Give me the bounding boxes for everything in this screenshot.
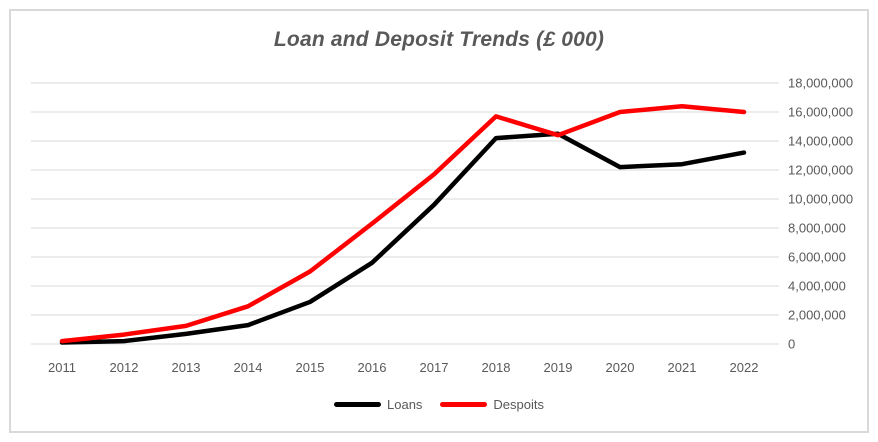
y-axis-label: 6,000,000 — [788, 250, 846, 265]
chart-legend: Loans Despoits — [0, 397, 878, 412]
legend-item-loans: Loans — [334, 397, 422, 412]
loans-line — [59, 131, 747, 345]
y-axis-label: 0 — [788, 337, 795, 352]
y-axis-label: 16,000,000 — [788, 105, 853, 120]
x-axis-label: 2018 — [482, 360, 511, 375]
x-axis-label: 2014 — [234, 360, 263, 375]
legend-label-loans: Loans — [387, 397, 423, 412]
despoits-line-swatch — [440, 402, 488, 407]
y-axis-label: 4,000,000 — [788, 279, 846, 294]
x-axis-label: 2011 — [48, 360, 76, 375]
legend-item-despoits: Despoits — [440, 397, 544, 412]
chart-title: Loan and Deposit Trends (£ 000) — [273, 28, 605, 51]
y-axis-label: 12,000,000 — [788, 163, 853, 178]
chart-frame — [9, 9, 869, 433]
despoits-line — [59, 103, 747, 344]
x-axis-label: 2015 — [296, 360, 325, 375]
loans-line-swatch — [334, 402, 381, 407]
x-axis-label: 2020 — [606, 360, 635, 375]
x-axis-label: 2019 — [544, 360, 573, 375]
x-axis-label: 2022 — [730, 360, 759, 375]
y-axis-label: 10,000,000 — [788, 192, 853, 207]
y-axis-label: 8,000,000 — [788, 221, 846, 236]
legend-label-despoits: Despoits — [493, 397, 544, 412]
y-axis-label: 18,000,000 — [788, 76, 853, 91]
x-axis-label: 2012 — [110, 360, 139, 375]
x-axis-label: 2017 — [420, 360, 449, 375]
y-axis-label: 14,000,000 — [788, 134, 853, 149]
x-axis-label: 2013 — [172, 360, 201, 375]
x-axis-label: 2016 — [358, 360, 387, 375]
x-axis-label: 2021 — [668, 360, 697, 375]
y-axis-label: 2,000,000 — [788, 308, 846, 323]
